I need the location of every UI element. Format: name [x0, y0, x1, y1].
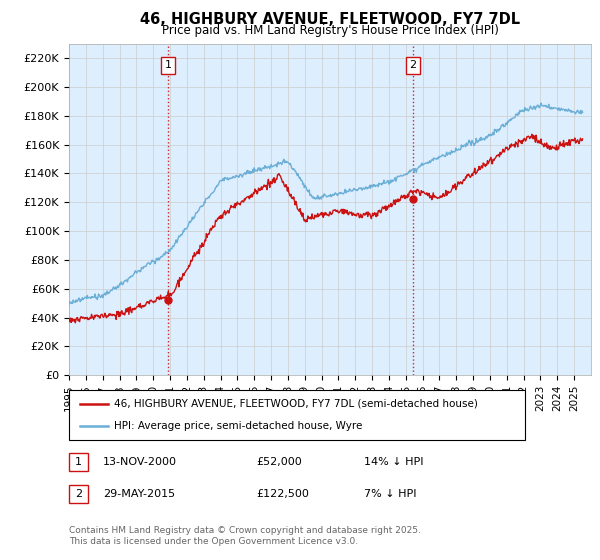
Text: Price paid vs. HM Land Registry's House Price Index (HPI): Price paid vs. HM Land Registry's House …	[161, 24, 499, 37]
Text: £52,000: £52,000	[256, 457, 302, 467]
Text: £122,500: £122,500	[256, 489, 309, 499]
Text: 2: 2	[75, 489, 82, 499]
Text: 46, HIGHBURY AVENUE, FLEETWOOD, FY7 7DL (semi-detached house): 46, HIGHBURY AVENUE, FLEETWOOD, FY7 7DL …	[114, 399, 478, 409]
Text: 7% ↓ HPI: 7% ↓ HPI	[364, 489, 416, 499]
Text: 46, HIGHBURY AVENUE, FLEETWOOD, FY7 7DL: 46, HIGHBURY AVENUE, FLEETWOOD, FY7 7DL	[140, 12, 520, 27]
Text: 1: 1	[164, 60, 172, 71]
Text: 14% ↓ HPI: 14% ↓ HPI	[364, 457, 424, 467]
Text: HPI: Average price, semi-detached house, Wyre: HPI: Average price, semi-detached house,…	[114, 421, 362, 431]
Text: Contains HM Land Registry data © Crown copyright and database right 2025.
This d: Contains HM Land Registry data © Crown c…	[69, 526, 421, 546]
Text: 29-MAY-2015: 29-MAY-2015	[103, 489, 175, 499]
Text: 13-NOV-2000: 13-NOV-2000	[103, 457, 177, 467]
Text: 1: 1	[75, 457, 82, 467]
Text: 2: 2	[409, 60, 416, 71]
